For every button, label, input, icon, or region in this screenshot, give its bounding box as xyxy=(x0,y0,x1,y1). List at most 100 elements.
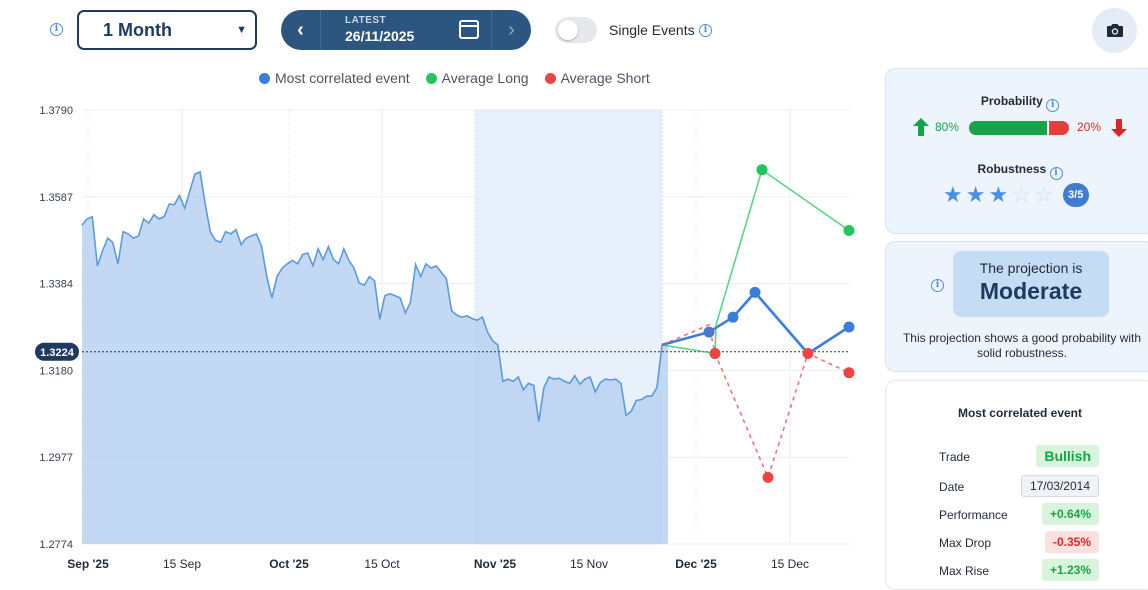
arrow-down-icon xyxy=(1111,119,1127,137)
max-rise-badge: +1.23% xyxy=(1041,559,1099,581)
current-value-badge xyxy=(35,342,79,361)
projection-panel: i The projection is Moderate This projec… xyxy=(885,241,1148,372)
single-events-info-icon[interactable]: i xyxy=(699,24,712,37)
mce-row-date: Date 17/03/2014 xyxy=(939,475,1109,497)
toolbar: i 1 Month ▼ ‹ LATEST 26/11/2025 › Single… xyxy=(0,0,1148,62)
mce-row-max-drop: Max Drop -0.35% xyxy=(939,531,1109,553)
x-tick-label: 15 Dec xyxy=(771,557,809,571)
legend-item[interactable]: Average Long xyxy=(425,70,529,86)
single-events-toggle[interactable] xyxy=(555,17,597,43)
star-empty-icon: ☆ xyxy=(1033,182,1054,207)
projection-point xyxy=(709,347,721,359)
chevron-left-icon: ‹ xyxy=(297,18,304,41)
mce-row-trade: Trade Bullish xyxy=(939,445,1109,467)
most-correlated-panel: Most correlated event Trade Bullish Date 1… xyxy=(885,380,1148,590)
projection-summary: The projection is Moderate xyxy=(953,251,1109,317)
x-tick-label: 15 Oct xyxy=(364,557,400,571)
projection-description: This projection shows a good probability… xyxy=(902,331,1142,360)
mce-key: Max Rise xyxy=(939,564,990,578)
mce-key: Max Drop xyxy=(939,536,992,550)
price-chart[interactable]: 1.3790 1.3587 1.3384 1.3180 1.2977 1.2774 Sep … xyxy=(0,95,870,583)
mce-key: Date xyxy=(939,480,965,494)
camera-icon xyxy=(1106,24,1123,37)
projection-strength: Moderate xyxy=(979,278,1083,304)
x-tick-label: 15 Sep xyxy=(163,557,201,571)
legend-label: Average Long xyxy=(441,70,529,86)
star-empty-icon: ☆ xyxy=(1011,182,1031,207)
y-tick-label: 1.2774 xyxy=(39,539,73,551)
projection-point xyxy=(843,224,855,236)
mce-row-performance: Performance +0.64% xyxy=(939,503,1109,525)
robustness-stars: ★ ★ ★ ☆ ☆ 3/5 xyxy=(943,183,1089,207)
chart-legend: Most correlated event Average Long Avera… xyxy=(259,70,650,86)
star-filled-icon: ★ xyxy=(943,182,963,207)
mce-row-max-rise: Max Rise +1.23% xyxy=(939,559,1109,581)
x-tick-label: Sep '25 xyxy=(67,557,109,571)
x-tick-label: 15 Nov xyxy=(570,557,608,571)
robustness-score-badge: 3/5 xyxy=(1062,183,1089,207)
info-icon[interactable]: i xyxy=(50,23,63,36)
current-value-label: 1.3224 xyxy=(40,347,75,359)
screenshot-button[interactable] xyxy=(1092,8,1137,53)
date-badge: 17/03/2014 xyxy=(1020,475,1099,497)
projection-point xyxy=(762,471,774,483)
probability-title: Probability i xyxy=(886,94,1148,112)
history-line xyxy=(81,170,663,422)
star-filled-icon: ★ xyxy=(965,182,986,207)
projection-point xyxy=(703,326,715,338)
date-caption: LATEST xyxy=(345,15,387,26)
history-area-edge xyxy=(662,344,668,544)
projection-point xyxy=(843,321,855,333)
short-probability: 20% xyxy=(1077,120,1102,134)
trade-badge: Bullish xyxy=(1036,445,1099,467)
probability-bar-long xyxy=(969,121,1049,135)
robustness-title: Robustness i xyxy=(886,162,1148,180)
legend-swatch xyxy=(544,72,556,84)
probability-info-icon[interactable]: i xyxy=(1046,99,1060,112)
legend-item[interactable]: Most correlated event xyxy=(259,70,410,86)
robustness-info-icon[interactable]: i xyxy=(1049,167,1063,180)
chevron-right-icon: › xyxy=(508,18,515,41)
y-tick-label: 1.3180 xyxy=(39,365,73,377)
legend-item[interactable]: Average Short xyxy=(544,70,650,86)
next-date-button[interactable]: › xyxy=(491,10,531,50)
projection-point xyxy=(843,367,855,379)
performance-badge: +0.64% xyxy=(1041,503,1099,525)
y-tick-label: 1.2977 xyxy=(39,452,73,464)
chevron-down-icon: ▼ xyxy=(236,24,247,36)
probability-panel: Probability i 80% 20% Robustness i ★ ★ ★ ☆ ☆… xyxy=(885,68,1148,234)
toggle-knob xyxy=(558,20,578,40)
long-probability: 80% xyxy=(935,120,960,134)
legend-swatch xyxy=(425,72,437,84)
projection-line xyxy=(661,323,850,480)
x-tick-label: Nov '25 xyxy=(474,557,517,571)
calendar-icon[interactable] xyxy=(459,20,479,39)
history-area xyxy=(82,171,662,544)
arrow-up-icon xyxy=(913,118,929,136)
previous-date-button[interactable]: ‹ xyxy=(281,10,321,50)
projection-point xyxy=(727,311,739,323)
projection-line xyxy=(661,168,850,355)
legend-label: Most correlated event xyxy=(275,70,410,86)
y-tick-label: 1.3384 xyxy=(39,279,73,291)
probability-title-text: Probability xyxy=(980,94,1043,108)
projection-point xyxy=(756,164,768,176)
star-filled-icon: ★ xyxy=(988,182,1009,207)
single-events-label: Single Events xyxy=(609,22,695,38)
y-tick-label: 1.3790 xyxy=(39,105,73,117)
legend-swatch xyxy=(259,72,270,84)
mce-key: Trade xyxy=(939,450,970,464)
probability-row: 80% 20% xyxy=(911,118,1131,138)
projection-line xyxy=(661,290,850,356)
projection-info-icon[interactable]: i xyxy=(931,279,944,292)
mce-key: Performance xyxy=(939,508,1008,522)
x-tick-label: Dec '25 xyxy=(675,557,717,571)
period-select-value: 1 Month xyxy=(103,19,172,40)
probability-bar xyxy=(969,121,1069,135)
date-value: 26/11/2025 xyxy=(345,28,415,44)
projection-prefix: The projection is xyxy=(979,260,1083,276)
projection-point xyxy=(802,347,814,359)
period-select[interactable]: 1 Month ▼ xyxy=(77,10,257,50)
robustness-title-text: Robustness xyxy=(977,162,1047,176)
date-navigator: ‹ LATEST 26/11/2025 › xyxy=(281,10,531,50)
